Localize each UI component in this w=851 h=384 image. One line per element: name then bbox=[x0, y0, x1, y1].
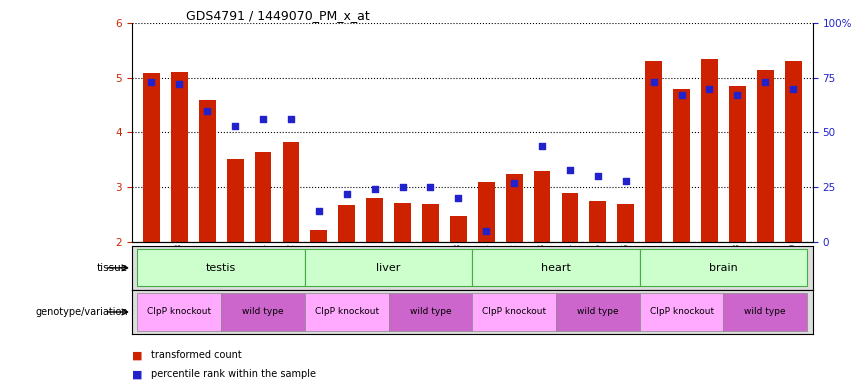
FancyBboxPatch shape bbox=[472, 293, 556, 331]
Text: wild type: wild type bbox=[243, 308, 284, 316]
Text: brain: brain bbox=[709, 263, 738, 273]
Point bbox=[145, 79, 158, 85]
Point bbox=[675, 92, 688, 98]
Point bbox=[619, 177, 632, 184]
Text: ClpP knockout: ClpP knockout bbox=[147, 308, 211, 316]
Bar bbox=[505, 174, 523, 242]
Bar bbox=[645, 61, 662, 242]
Bar bbox=[226, 159, 243, 242]
FancyBboxPatch shape bbox=[640, 249, 807, 286]
Bar bbox=[254, 152, 271, 242]
Bar bbox=[283, 142, 300, 242]
Bar bbox=[394, 202, 411, 242]
Bar bbox=[590, 201, 606, 242]
FancyBboxPatch shape bbox=[221, 293, 305, 331]
Text: ClpP knockout: ClpP knockout bbox=[649, 308, 714, 316]
Point bbox=[228, 123, 242, 129]
Bar bbox=[617, 204, 634, 242]
Text: genotype/variation: genotype/variation bbox=[35, 307, 128, 317]
Point bbox=[786, 86, 800, 92]
Bar bbox=[673, 89, 690, 242]
Point bbox=[591, 173, 605, 179]
Text: tissue: tissue bbox=[96, 263, 128, 273]
Text: heart: heart bbox=[541, 263, 571, 273]
Bar bbox=[562, 193, 579, 242]
Text: ClpP knockout: ClpP knockout bbox=[483, 308, 546, 316]
Point bbox=[368, 186, 381, 192]
Bar bbox=[199, 100, 215, 242]
Bar bbox=[422, 204, 439, 242]
Point bbox=[284, 116, 298, 122]
Text: liver: liver bbox=[376, 263, 401, 273]
Text: GDS4791 / 1449070_PM_x_at: GDS4791 / 1449070_PM_x_at bbox=[186, 9, 370, 22]
Text: ■: ■ bbox=[132, 350, 142, 360]
Point bbox=[730, 92, 744, 98]
Point bbox=[479, 228, 493, 234]
Point bbox=[424, 184, 437, 190]
Point bbox=[201, 108, 214, 114]
Point bbox=[173, 81, 186, 88]
Bar bbox=[478, 182, 494, 242]
Point bbox=[563, 167, 577, 173]
Bar bbox=[311, 230, 328, 242]
Point bbox=[507, 180, 521, 186]
FancyBboxPatch shape bbox=[305, 249, 472, 286]
Text: percentile rank within the sample: percentile rank within the sample bbox=[151, 369, 316, 379]
Point bbox=[703, 86, 717, 92]
Text: ClpP knockout: ClpP knockout bbox=[315, 308, 379, 316]
Text: testis: testis bbox=[206, 263, 237, 273]
Text: ■: ■ bbox=[132, 369, 142, 379]
Bar bbox=[339, 205, 355, 242]
Point bbox=[452, 195, 465, 201]
FancyBboxPatch shape bbox=[305, 293, 389, 331]
Text: wild type: wild type bbox=[577, 308, 619, 316]
Point bbox=[312, 208, 326, 214]
FancyBboxPatch shape bbox=[138, 249, 305, 286]
Bar bbox=[143, 73, 160, 242]
Bar bbox=[366, 198, 383, 242]
FancyBboxPatch shape bbox=[556, 293, 640, 331]
FancyBboxPatch shape bbox=[389, 293, 472, 331]
FancyBboxPatch shape bbox=[723, 293, 807, 331]
Point bbox=[758, 79, 772, 85]
Bar bbox=[701, 59, 718, 242]
Bar bbox=[171, 72, 188, 242]
Bar bbox=[757, 70, 774, 242]
Point bbox=[396, 184, 409, 190]
Bar bbox=[785, 61, 802, 242]
FancyBboxPatch shape bbox=[138, 293, 221, 331]
Bar bbox=[729, 86, 745, 242]
Text: transformed count: transformed count bbox=[151, 350, 242, 360]
Bar bbox=[450, 216, 466, 242]
Point bbox=[535, 142, 549, 149]
Text: wild type: wild type bbox=[409, 308, 451, 316]
FancyBboxPatch shape bbox=[640, 293, 723, 331]
Point bbox=[647, 79, 660, 85]
Bar bbox=[534, 171, 551, 242]
Point bbox=[256, 116, 270, 122]
FancyBboxPatch shape bbox=[472, 249, 640, 286]
Text: wild type: wild type bbox=[745, 308, 786, 316]
Point bbox=[340, 191, 353, 197]
